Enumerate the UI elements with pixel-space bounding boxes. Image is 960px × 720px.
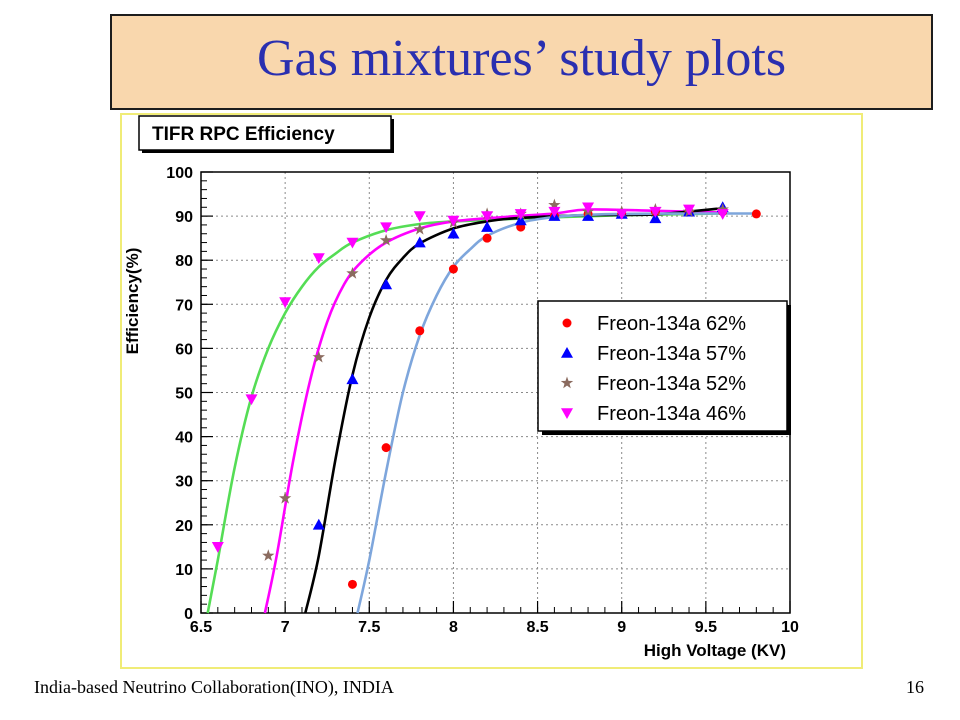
y-tick-label: 70 bbox=[175, 297, 193, 314]
y-tick-label: 30 bbox=[175, 474, 193, 491]
y-tick-label: 40 bbox=[175, 430, 193, 447]
y-axis-label: Efficiency(%) bbox=[123, 248, 142, 355]
x-tick-label: 9 bbox=[617, 619, 626, 636]
legend: Freon-134a 62% Freon-134a 57% Freon-134a 5… bbox=[537, 300, 791, 435]
y-tick-label: 20 bbox=[175, 518, 193, 535]
legend-frame bbox=[537, 300, 788, 432]
x-tick-label: 9.5 bbox=[695, 619, 717, 636]
data-point bbox=[514, 209, 527, 220]
data-point bbox=[245, 394, 258, 406]
data-point bbox=[481, 211, 494, 223]
data-point bbox=[481, 221, 494, 232]
data-point bbox=[548, 206, 561, 218]
data-point bbox=[448, 264, 458, 274]
data-point bbox=[346, 373, 359, 385]
data-point bbox=[379, 233, 393, 246]
title-banner: Gas mixtures’ study plots bbox=[110, 14, 933, 110]
data-point bbox=[346, 237, 359, 249]
legend-label: Freon-134a 46% bbox=[597, 403, 746, 425]
x-tick-label: 8 bbox=[449, 619, 458, 636]
data-point bbox=[716, 203, 729, 215]
data-points bbox=[211, 198, 761, 589]
data-point bbox=[279, 491, 292, 504]
data-point bbox=[548, 198, 561, 211]
legend-label: Freon-134a 57% bbox=[597, 343, 746, 365]
chart-title: TIFR RPC Efficiency bbox=[152, 124, 335, 145]
legend-marker bbox=[560, 376, 574, 389]
y-tick-label: 10 bbox=[175, 562, 193, 579]
data-point bbox=[312, 253, 325, 264]
y-axis: 0 10 20 30 40 50 60 70 80 90 100 bbox=[166, 165, 213, 623]
fit-curve bbox=[356, 212, 757, 614]
y-tick-label: 50 bbox=[175, 386, 193, 403]
data-point bbox=[347, 579, 357, 589]
data-point bbox=[381, 443, 391, 453]
data-point bbox=[716, 209, 729, 220]
data-point bbox=[413, 236, 426, 248]
data-point bbox=[211, 542, 224, 553]
legend-marker bbox=[561, 347, 573, 358]
x-tick-label: 10 bbox=[781, 619, 799, 636]
data-point bbox=[482, 233, 492, 243]
data-point bbox=[514, 214, 527, 226]
x-tick-label: 6.5 bbox=[190, 619, 212, 636]
data-point bbox=[649, 206, 662, 218]
data-point bbox=[683, 204, 696, 216]
chart-title-frame bbox=[138, 115, 392, 151]
x-tick-label: 7 bbox=[281, 619, 290, 636]
data-point bbox=[447, 227, 460, 239]
data-point bbox=[262, 549, 275, 561]
data-point bbox=[582, 210, 595, 221]
data-point bbox=[312, 518, 325, 530]
y-tick-label: 80 bbox=[175, 253, 193, 270]
data-point bbox=[312, 350, 325, 363]
x-axis-label: High Voltage (KV) bbox=[644, 641, 786, 660]
y-tick-label: 90 bbox=[175, 209, 193, 226]
x-tick-label: 7.5 bbox=[358, 619, 380, 636]
slide-title: Gas mixtures’ study plots bbox=[256, 30, 787, 87]
data-point bbox=[413, 211, 426, 223]
efficiency-chart: TIFR RPC Efficiency 6.5 7 7.5 8 8.5 9 9.5 10 0 1… bbox=[123, 115, 799, 660]
legend-marker bbox=[562, 318, 572, 328]
data-point bbox=[380, 222, 393, 234]
legend-label: Freon-134a 62% bbox=[597, 313, 746, 335]
chart-title-box: TIFR RPC Efficiency bbox=[138, 115, 394, 153]
x-tick-label: 8.5 bbox=[526, 619, 548, 636]
data-point bbox=[346, 266, 359, 279]
data-point bbox=[380, 278, 393, 290]
footer-organization: India-based Neutrino Collaboration(INO),… bbox=[34, 677, 394, 697]
page-number: 16 bbox=[906, 677, 924, 697]
y-tick-label: 100 bbox=[166, 165, 193, 182]
data-point bbox=[279, 297, 292, 309]
x-axis: 6.5 7 7.5 8 8.5 9 9.5 10 bbox=[190, 601, 799, 636]
data-point bbox=[751, 209, 761, 219]
y-tick-label: 0 bbox=[184, 606, 193, 623]
data-point bbox=[447, 215, 460, 227]
data-point bbox=[415, 326, 425, 336]
data-point bbox=[649, 212, 662, 224]
y-tick-label: 60 bbox=[175, 341, 193, 358]
legend-marker bbox=[561, 408, 573, 419]
data-point bbox=[582, 202, 595, 214]
data-point bbox=[413, 222, 426, 235]
legend-label: Freon-134a 52% bbox=[597, 373, 746, 395]
data-point bbox=[615, 209, 628, 220]
